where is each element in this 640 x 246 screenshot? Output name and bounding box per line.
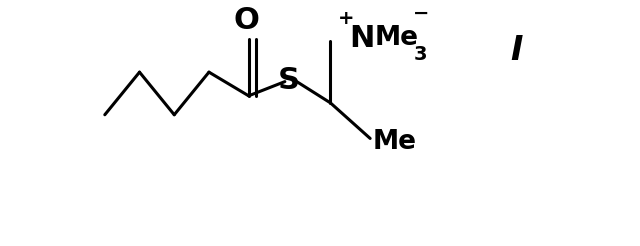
Text: S: S — [277, 66, 300, 95]
Text: Me: Me — [374, 25, 419, 51]
Text: I: I — [510, 34, 523, 67]
Text: Me: Me — [372, 129, 417, 155]
Text: +: + — [338, 9, 355, 28]
Text: O: O — [233, 6, 259, 35]
Text: 3: 3 — [413, 45, 427, 64]
Text: −: − — [413, 4, 429, 23]
Text: N: N — [349, 24, 374, 53]
